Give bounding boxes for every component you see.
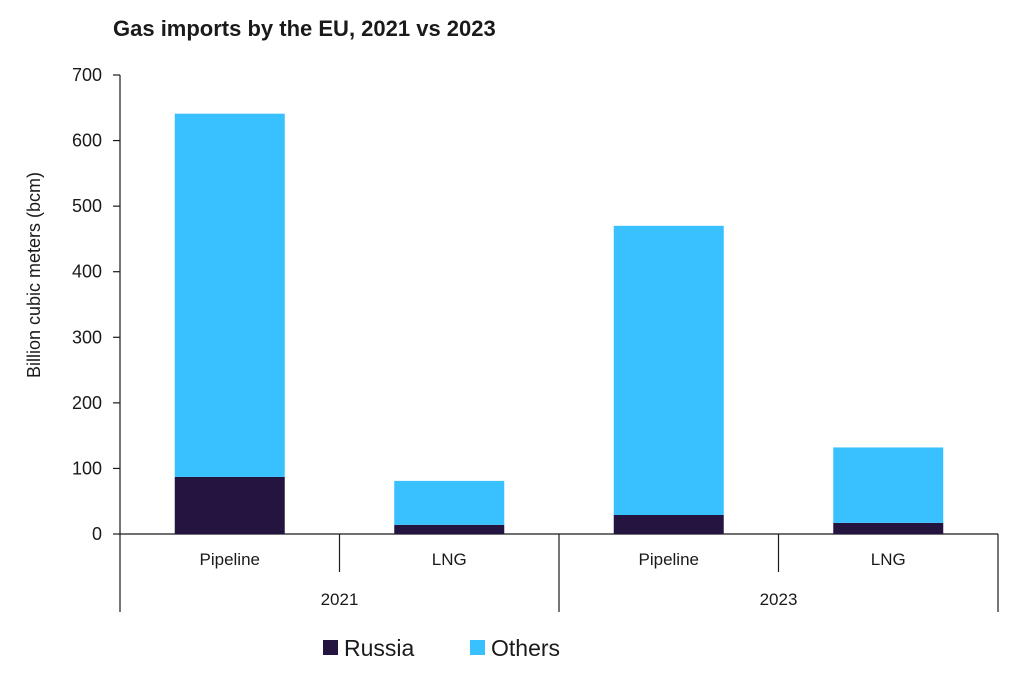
bar-russia-lng	[833, 522, 944, 534]
y-tick-label: 0	[92, 524, 102, 544]
y-axis-label: Billion cubic meters (bcm)	[24, 172, 44, 378]
bar-russia-pipeline	[613, 514, 724, 534]
bar-others-lng	[394, 480, 505, 525]
legend-label-russia: Russia	[344, 635, 415, 661]
y-tick-label: 200	[72, 393, 102, 413]
y-tick-label: 600	[72, 131, 102, 151]
legend-swatch-others	[470, 640, 485, 655]
y-tick-label: 500	[72, 196, 102, 216]
legend: Russia Others	[323, 635, 560, 661]
plot-area: 0 100 200 300 400 500 600 700 Pipeline LNG Pipelin…	[72, 65, 999, 612]
x-group-label: 2023	[760, 590, 798, 609]
y-tick-label: 400	[72, 262, 102, 282]
bar-others-pipeline	[174, 113, 285, 477]
legend-swatch-russia	[323, 640, 338, 655]
legend-label-others: Others	[491, 635, 560, 661]
x-category-label: Pipeline	[639, 550, 700, 569]
x-category-label: Pipeline	[200, 550, 261, 569]
bar-others-lng	[833, 447, 944, 523]
bar-russia-pipeline	[174, 476, 285, 534]
x-group-label: 2021	[321, 590, 359, 609]
x-category-label: LNG	[871, 550, 906, 569]
y-tick-label: 700	[72, 65, 102, 85]
chart-title: Gas imports by the EU, 2021 vs 2023	[113, 16, 496, 41]
y-tick-label: 300	[72, 327, 102, 347]
bar-others-pipeline	[613, 225, 724, 515]
x-category-label: LNG	[432, 550, 467, 569]
bar-russia-lng	[394, 524, 505, 534]
y-tick-label: 100	[72, 458, 102, 478]
